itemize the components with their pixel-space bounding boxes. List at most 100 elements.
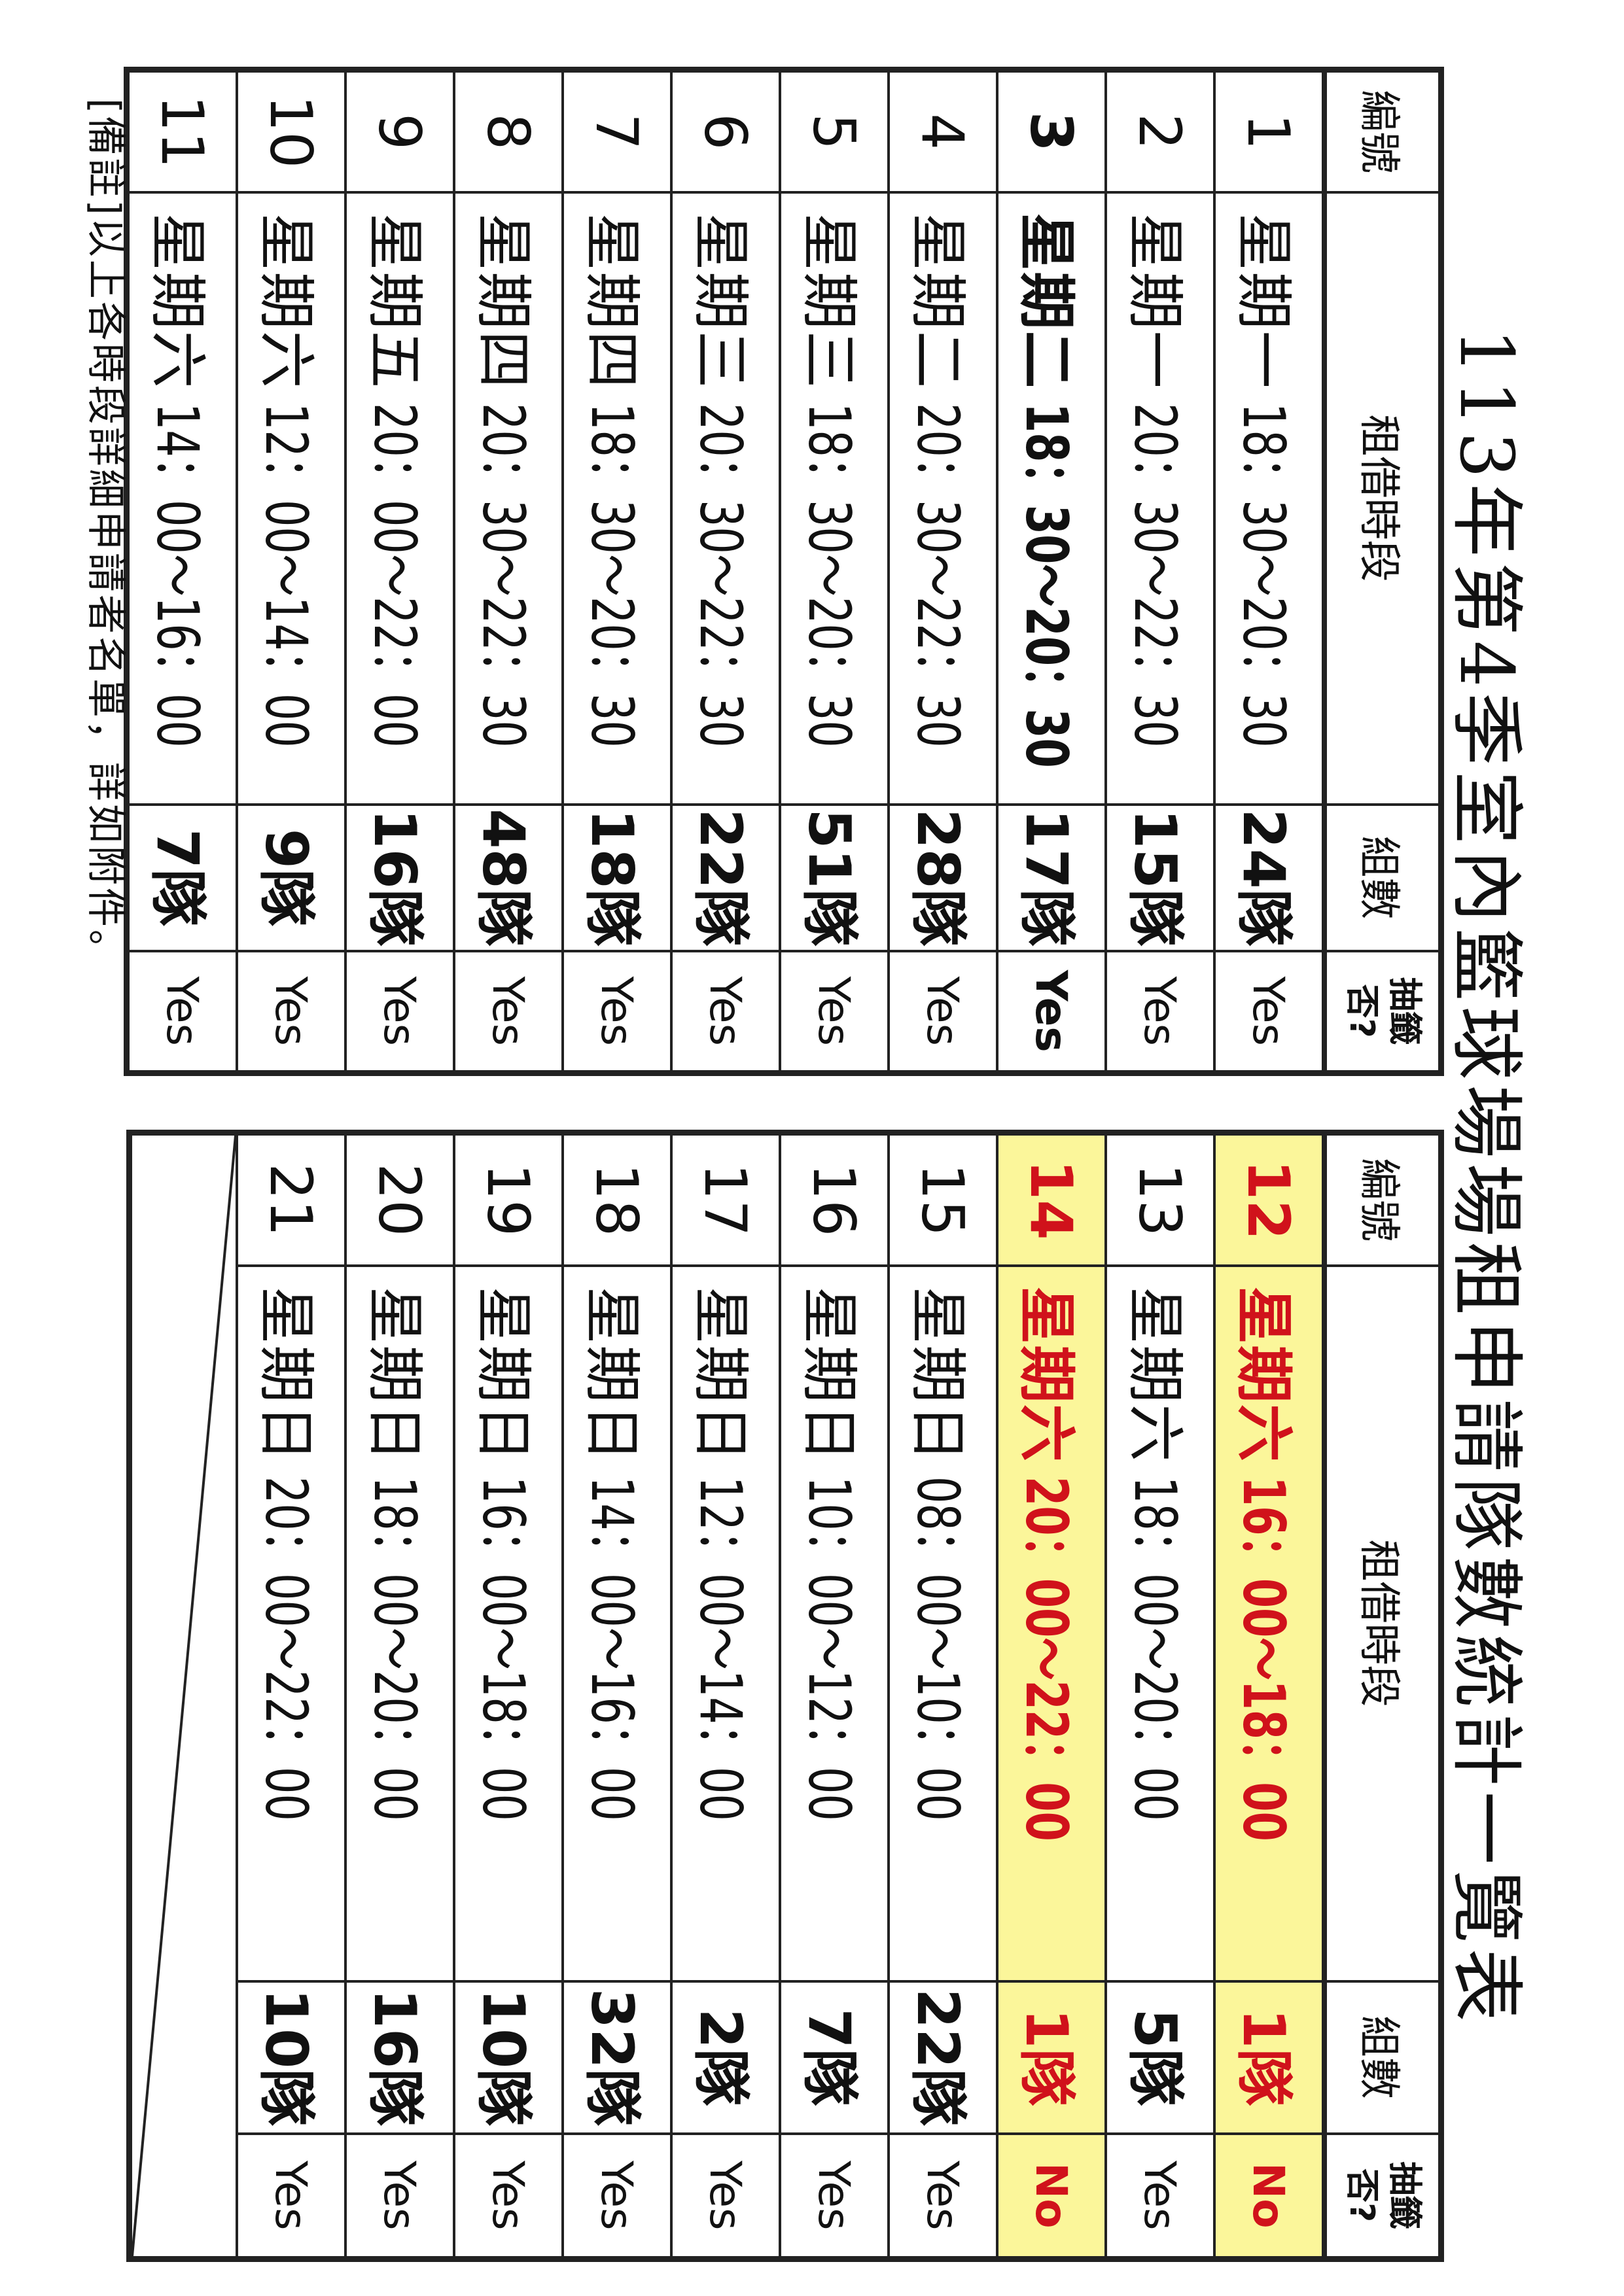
table-row: 18 星期日 14：00～16：00 32隊 Yes [563, 1132, 671, 2259]
header-row: 編號 租借時段 組數 抽籤否? [1324, 69, 1441, 1073]
time-range: 12：00～14：00 [253, 402, 321, 748]
diagonal-line [132, 1136, 236, 2256]
weekday: 星期日 [904, 1286, 972, 1463]
weekday: 星期六 [144, 213, 212, 390]
row-number: 13 [1106, 1132, 1214, 1266]
table-row: 9 星期五 20：00～22：00 16隊 Yes [345, 69, 454, 1073]
draw-status: Yes [889, 2133, 997, 2259]
team-count: 28隊 [889, 804, 997, 951]
time-range-box: 14：00～16：00 [576, 1476, 659, 1843]
table-row: 20 星期日 18：00～20：00 16隊 Yes [345, 1132, 454, 2259]
row-number: 6 [671, 69, 780, 192]
row-number: 3 [997, 69, 1106, 192]
draw-status: Yes [126, 950, 237, 1073]
weekday: 星期日 [796, 1286, 864, 1463]
draw-status: Yes [889, 950, 997, 1073]
time-range: 20：00～22：00 [1013, 1476, 1081, 1841]
table-row: 11 星期六 14：00～16：00 7隊 Yes [126, 69, 237, 1073]
rental-period: 星期六 12：00～14：00 [237, 192, 345, 805]
weekday: 星期日 [361, 1286, 429, 1463]
row-number: 17 [671, 1132, 780, 1266]
row-number: 11 [126, 69, 237, 192]
draw-status: Yes [780, 2133, 889, 2259]
draw-status: Yes [563, 950, 671, 1073]
header-period: 租借時段 [1324, 192, 1441, 805]
time-range-box: 20：30～22：30 [684, 403, 768, 769]
rental-period: 星期一 18：30～20：30 [1214, 192, 1324, 805]
row-number: 14 [997, 1132, 1106, 1266]
time-range: 18：30～20：30 [578, 402, 646, 748]
header-count: 組數 [1324, 804, 1441, 951]
weekday: 星期二 [904, 213, 972, 390]
time-range-box: 18：00～20：00 [359, 1476, 442, 1843]
rental-period: 星期二 18：30～20：30 [997, 192, 1106, 805]
row-number: 20 [345, 1132, 454, 1266]
header-number: 編號 [1324, 1132, 1441, 1266]
table-row: 12 星期六 16：00～18：00 1隊 No [1214, 1132, 1324, 2259]
time-range: 18：00～20：00 [361, 1476, 429, 1821]
time-range-box: 18：30～20：30 [576, 403, 659, 769]
header-number: 編號 [1324, 69, 1441, 192]
row-number: 4 [889, 69, 997, 192]
time-range-box: 12：00～14：00 [250, 403, 333, 769]
rental-period: 星期一 20：30～22：30 [1106, 192, 1214, 805]
rental-period: 星期三 18：30～20：30 [780, 192, 889, 805]
draw-status: Yes [563, 2133, 671, 2259]
team-count: 10隊 [237, 1981, 345, 2134]
weekday: 星期一 [1121, 213, 1190, 390]
time-range-box: 20：30～22：30 [902, 403, 985, 769]
time-range: 20：30～22：30 [1121, 402, 1190, 748]
team-count: 48隊 [454, 804, 563, 951]
header-draw: 抽籤否? [1324, 950, 1441, 1073]
time-range: 14：00～16：00 [578, 1476, 646, 1821]
time-range-box: 18：30～20：30 [1227, 403, 1311, 769]
table-row: 13 星期六 18：00～20：00 5隊 Yes [1106, 1132, 1214, 2259]
time-range-box: 20：30～22：30 [467, 403, 550, 769]
time-range: 14：00～16：00 [144, 402, 212, 748]
table-row: 6 星期三 20：30～22：30 22隊 Yes [671, 69, 780, 1073]
blank-cell-diagonal [129, 1132, 237, 2259]
time-range-box: 16：00～18：00 [1227, 1476, 1311, 1843]
team-count: 7隊 [780, 1981, 889, 2134]
time-range-box: 20：00～22：00 [1010, 1476, 1093, 1843]
draw-status: Yes [237, 950, 345, 1073]
team-count: 51隊 [780, 804, 889, 951]
table-row: 8 星期四 20：30～22：30 48隊 Yes [454, 69, 563, 1073]
table-row: 14 星期六 20：00～22：00 1隊 No [997, 1132, 1106, 2259]
draw-status: Yes [345, 2133, 454, 2259]
time-range: 20：30～22：30 [904, 402, 972, 748]
time-range: 18：30～20：30 [1230, 402, 1298, 748]
rental-period: 星期六 20：00～22：00 [997, 1265, 1106, 1981]
rental-period: 星期日 10：00～12：00 [780, 1265, 889, 1981]
page-title: 113年第4季室內籃球場場租申請隊數統計一覽表 [1443, 328, 1528, 2027]
draw-status: Yes [671, 950, 780, 1073]
row-number: 7 [563, 69, 671, 192]
weekday: 星期四 [470, 213, 538, 390]
table-row: 7 星期四 18：30～20：30 18隊 Yes [563, 69, 671, 1073]
time-range: 08：00～10：00 [904, 1476, 972, 1821]
weekday: 星期三 [796, 213, 864, 390]
time-range: 16：00～18：00 [470, 1476, 538, 1821]
table-row: 10 星期六 12：00～14：00 9隊 Yes [237, 69, 345, 1073]
team-count: 22隊 [671, 804, 780, 951]
time-range: 16：00～18：00 [1230, 1476, 1298, 1841]
header-row: 編號 租借時段 組數 抽籤否? [1324, 1132, 1441, 2259]
rental-period: 星期六 16：00～18：00 [1214, 1265, 1324, 1981]
row-number: 12 [1214, 1132, 1324, 1266]
draw-status: Yes [1214, 950, 1324, 1073]
team-count: 24隊 [1214, 804, 1324, 951]
draw-status: Yes [1106, 950, 1214, 1073]
row-number: 8 [454, 69, 563, 192]
weekday: 星期日 [253, 1286, 321, 1463]
team-count: 18隊 [563, 804, 671, 951]
rental-period: 星期三 20：30～22：30 [671, 192, 780, 805]
draw-status: Yes [345, 950, 454, 1073]
row-number: 9 [345, 69, 454, 192]
table-row: 19 星期日 16：00～18：00 10隊 Yes [454, 1132, 563, 2259]
rental-period: 星期五 20：00～22：00 [345, 192, 454, 805]
time-range-box: 18：30～20：30 [793, 403, 876, 769]
team-count: 1隊 [997, 1981, 1106, 2134]
draw-status: Yes [671, 2133, 780, 2259]
team-count: 2隊 [671, 1981, 780, 2134]
